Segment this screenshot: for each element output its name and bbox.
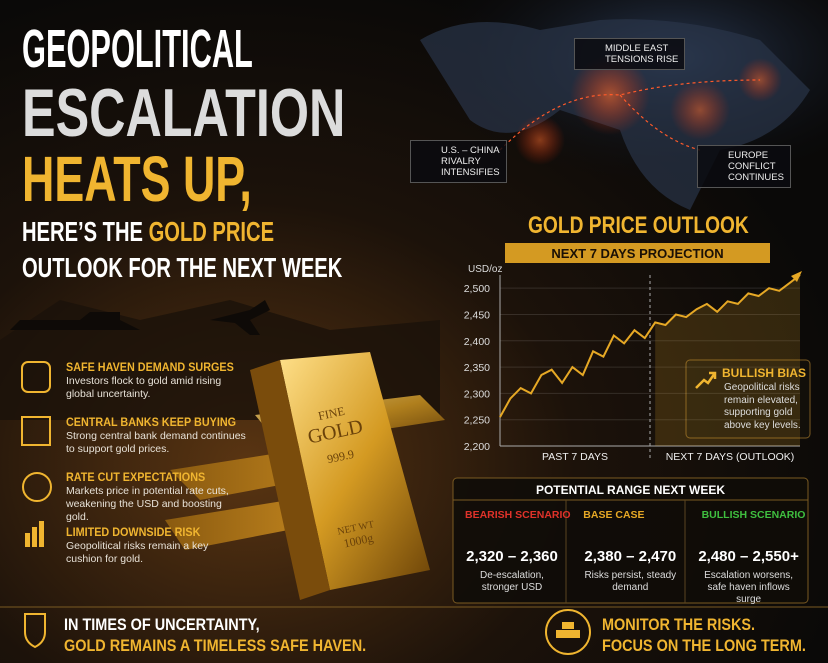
scenario-text: Escalation worsens, safe haven inflows s…: [704, 570, 794, 605]
title-line: HEATS UP,: [22, 143, 252, 215]
footer-text: MONITOR THE RISKS.: [602, 615, 756, 634]
x-label: PAST 7 DAYS: [542, 451, 608, 463]
arrow-icon: [695, 371, 717, 389]
scenario-name: BULLISH SCENARIO: [701, 509, 806, 521]
subtitle: OUTLOOK FOR THE NEXT WEEK: [22, 252, 343, 283]
scenario-name: BEARISH SCENARIO: [465, 509, 571, 521]
factor-title: RATE CUT EXPECTATIONS: [66, 470, 206, 484]
scenario-range: 2,380 – 2,470: [584, 548, 677, 565]
footer-text: GOLD REMAINS A TIMELESS SAFE HAVEN.: [64, 636, 366, 656]
y-axis-label: USD/oz: [468, 264, 502, 275]
map-label: EUROPE CONFLICT CONTINUES: [697, 145, 791, 188]
factor-title: CENTRAL BANKS KEEP BUYING: [66, 415, 237, 429]
y-tick-label: 2,350: [464, 362, 490, 374]
bias-title: BULLISH BIAS: [722, 366, 806, 380]
factor-text: Markets price in potential rate cuts, we…: [66, 485, 229, 523]
y-tick-label: 2,250: [464, 415, 490, 427]
factor-text: Investors flock to gold amid rising glob…: [66, 375, 222, 400]
range-title: POTENTIAL RANGE NEXT WEEK: [535, 483, 726, 497]
subtitle-highlight: GOLD PRICE: [148, 216, 275, 247]
footer-gold: GOLD REMAINS A TIMELESS: [64, 636, 267, 655]
y-tick-label: 2,400: [464, 336, 490, 348]
bias-text: Geopolitical risks remain elevated, supp…: [724, 382, 801, 431]
scenario-range: 2,480 – 2,550+: [698, 548, 799, 565]
price-line: [499, 274, 801, 418]
map-label: MIDDLE EAST TENSIONS RISE: [574, 38, 686, 70]
projection-area: [655, 275, 800, 446]
y-tick-label: 2,500: [464, 283, 490, 295]
factor-title: SAFE HAVEN DEMAND SURGES: [66, 360, 234, 374]
map-label: U.S. – CHINA RIVALRY INTENSIFIES: [410, 140, 507, 183]
footer-text: FOCUS ON THE LONG TERM.: [602, 636, 806, 655]
y-tick-label: 2,200: [464, 441, 490, 453]
scenario-text: De-escalation, stronger USD: [480, 570, 544, 593]
scenario-name: BASE CASE: [583, 509, 645, 521]
line-arrow: [791, 271, 802, 282]
chart-subtitle: NEXT 7 DAYS PROJECTION: [551, 246, 724, 261]
scenario-text: Risks persist, steady demand: [584, 570, 677, 593]
footer-text: IN TIMES OF UNCERTAINTY,: [64, 615, 260, 634]
factor-title: LIMITED DOWNSIDE RISK: [66, 525, 201, 539]
chart-title: GOLD PRICE OUTLOOK: [528, 212, 749, 239]
factor-text: Strong central bank demand continues to …: [66, 430, 246, 455]
subtitle: HERE’S THE GOLD PRICE: [22, 216, 274, 248]
scenario-range: 2,320 – 2,360: [466, 548, 558, 565]
title-line: ESCALATION: [22, 75, 346, 151]
y-tick-label: 2,300: [464, 388, 490, 400]
footer-gold: SAFE HAVEN.: [270, 636, 367, 655]
factor-text: Geopolitical risks remain a key cushion …: [66, 540, 209, 565]
subtitle-text: HERE’S THE: [22, 216, 143, 247]
title-line: GEOPOLITICAL: [22, 19, 253, 79]
x-label: NEXT 7 DAYS (OUTLOOK): [666, 451, 795, 463]
y-tick-label: 2,450: [464, 309, 490, 321]
